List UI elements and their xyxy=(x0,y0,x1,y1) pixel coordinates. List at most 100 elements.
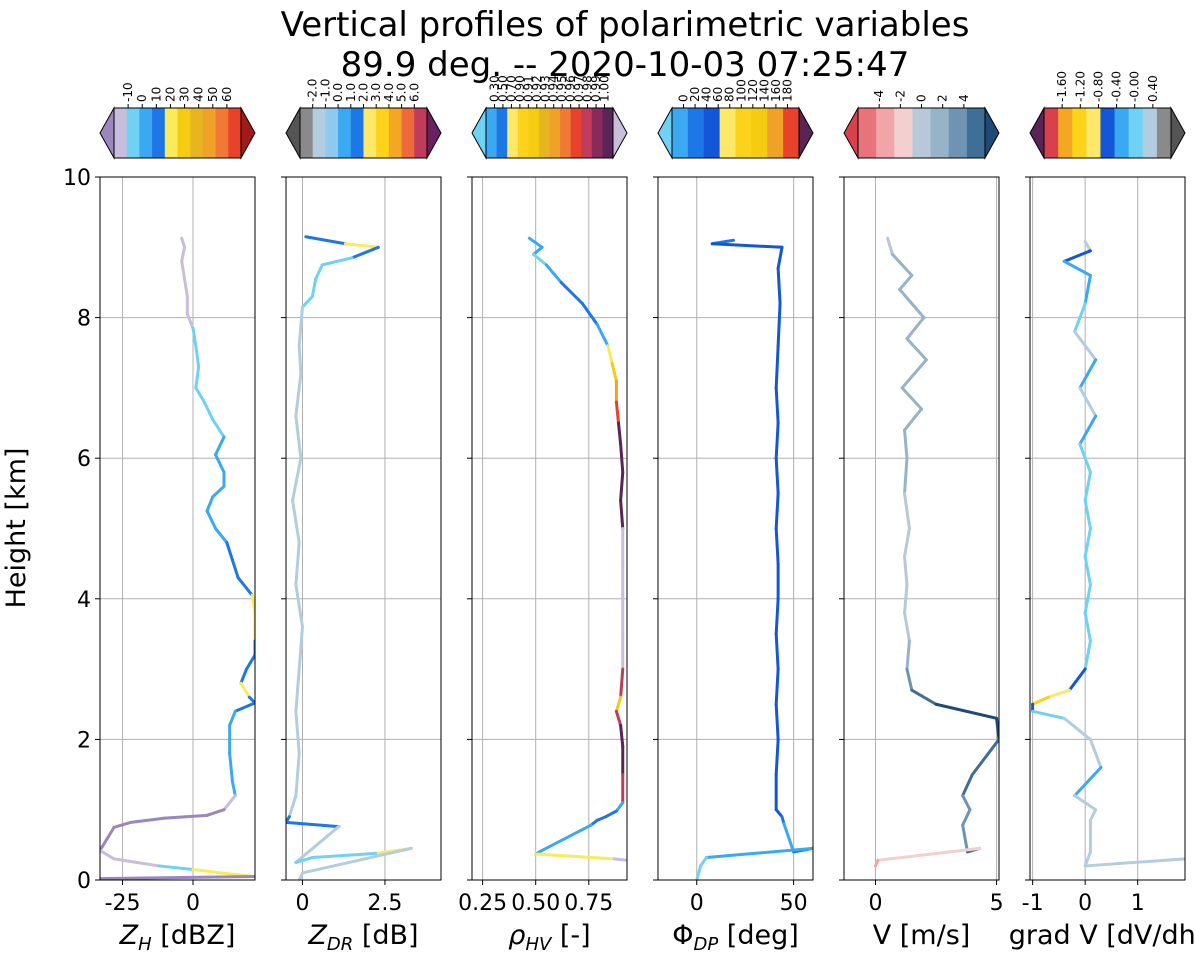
colorbar-tick-label: 10 xyxy=(149,87,163,102)
colorbar-tick-label: 0.30 xyxy=(487,75,501,102)
profile-segment xyxy=(527,236,544,249)
colorbar-tick-label: -0.80 xyxy=(1091,71,1105,102)
profile-segment xyxy=(191,867,223,875)
profile-segment xyxy=(617,421,623,446)
profile-segment xyxy=(180,236,187,249)
profile-segment xyxy=(1083,555,1092,587)
profile-segment xyxy=(300,846,413,875)
profile-segment xyxy=(1031,709,1066,720)
colorbar-tick-label: -0.40 xyxy=(1110,71,1124,102)
profile-segment xyxy=(774,386,780,425)
profile-segment xyxy=(774,632,780,671)
profile-segment xyxy=(294,667,301,713)
profile-segment xyxy=(559,280,584,306)
colorbar-tick-label: 0.0 xyxy=(331,83,345,102)
profile-segment xyxy=(970,737,999,777)
panel-gradv: -1.60 -1.20 -0.80 -0.40 -0.00 0.40 -1 0 1 grad V … xyxy=(1009,71,1195,951)
colorbar-tick-label: 100 xyxy=(734,79,748,102)
profile-segment xyxy=(1083,527,1092,559)
colorbar-tick-label: -0.00 xyxy=(1128,71,1142,102)
colorbar-zh: -10 0 10 20 30 40 50 60 xyxy=(99,82,256,160)
colorbar-segment xyxy=(1044,108,1059,158)
profile-segment xyxy=(776,266,782,306)
colorbar-tick-label: -1.0 xyxy=(318,79,332,102)
profile-segment xyxy=(774,491,780,530)
x-axis-label-rhohv: ρHV [-] xyxy=(508,920,590,955)
colorbar-tick-label: 60 xyxy=(220,87,234,102)
profile-segment xyxy=(294,751,301,798)
x-axis-label-phidp: ΦDP [deg] xyxy=(672,920,799,955)
colorbar-gradv: -1.60 -1.20 -0.80 -0.40 -0.00 0.40 xyxy=(1029,71,1186,160)
profile-segment xyxy=(294,583,304,629)
colorbar-over-triangle xyxy=(798,106,814,160)
profile-segment xyxy=(898,273,914,291)
colorbar-tick-label: 20 xyxy=(688,87,702,102)
colorbar-over-triangle xyxy=(426,106,442,160)
colorbar-v: -4 -2 0 2 4 xyxy=(843,90,1000,160)
profile-segment xyxy=(297,344,303,376)
colorbar-segment xyxy=(1156,108,1172,158)
colorbar-segment xyxy=(767,108,784,158)
colorbar-tick-label: 4.0 xyxy=(382,83,396,102)
profile-segment xyxy=(619,470,625,502)
profile-segment xyxy=(1083,498,1092,530)
colorbar-tick-label: -1.20 xyxy=(1073,71,1087,102)
profile-segment xyxy=(774,597,780,636)
profile-segment xyxy=(1083,240,1092,253)
colorbar-tick-label: 0.50 xyxy=(496,75,510,102)
colorbar-segment xyxy=(719,108,736,158)
profile-segment xyxy=(903,555,909,587)
profile-segment xyxy=(1078,386,1098,418)
x-axis-label-part: [dB] xyxy=(353,920,418,951)
profile-segment xyxy=(876,846,982,862)
x-axis-label-part: [-] xyxy=(551,920,590,951)
profile-segment xyxy=(900,358,928,390)
colorbar-tick-label: 0 xyxy=(677,94,691,102)
figure-title-line1: Vertical profiles of polarimetric variab… xyxy=(281,5,970,45)
x-axis-label-part: Z xyxy=(119,920,139,951)
profile-segment xyxy=(194,344,201,369)
panel-v: -4 -2 0 2 40 5V [m/s] xyxy=(839,90,1004,951)
colorbar-tick-label: 1.0 xyxy=(344,83,358,102)
grid-rhohv xyxy=(472,176,627,881)
profile-segment xyxy=(202,400,215,422)
profile-segment xyxy=(228,709,237,727)
profile-segment xyxy=(222,794,237,812)
profile-segment xyxy=(245,653,255,671)
axes-frame-zh xyxy=(99,176,256,881)
colorbar-tick-label: 0.91 xyxy=(521,75,535,102)
profile-segment xyxy=(903,491,911,530)
colorbar-tick-label: 80 xyxy=(723,87,737,102)
y-tick-label: 8 xyxy=(77,307,91,332)
colorbar-segment xyxy=(228,108,242,158)
profile-segment xyxy=(540,823,593,852)
profile-segment xyxy=(343,242,380,249)
profile-segment xyxy=(163,813,209,820)
colorbar-over-triangle xyxy=(612,106,628,160)
profile-segment xyxy=(100,825,116,852)
profile-segment xyxy=(228,751,234,784)
profile-segment xyxy=(534,852,616,861)
colorbar-segment xyxy=(496,108,508,158)
colorbar-segment xyxy=(687,108,705,158)
x-axis-label-part: grad V [dV/dh] xyxy=(1009,920,1195,951)
colorbar-tick-label: 30 xyxy=(178,87,192,102)
colorbar-over-triangle xyxy=(984,106,1000,160)
x-tick-label: 0.25 xyxy=(458,891,507,916)
profile-segment xyxy=(180,259,187,281)
colorbar-tick-label: 120 xyxy=(746,79,760,102)
profile-segment xyxy=(194,386,206,404)
colorbar-frame xyxy=(671,107,800,159)
colorbar-segment xyxy=(1058,108,1073,158)
x-tick-label: -1 xyxy=(1022,891,1044,916)
profile-segment xyxy=(774,527,780,566)
profile-segment xyxy=(1083,850,1092,868)
profile-segment xyxy=(710,242,784,249)
profile-segment xyxy=(1083,611,1092,643)
profile-segment xyxy=(112,820,133,829)
colorbar-tick-label: 0 xyxy=(915,94,929,102)
profile-segment xyxy=(544,263,563,284)
x-axis-label-part: DR xyxy=(327,934,353,955)
x-tick-label: 0 xyxy=(868,891,882,916)
profile-segment xyxy=(1073,302,1087,334)
